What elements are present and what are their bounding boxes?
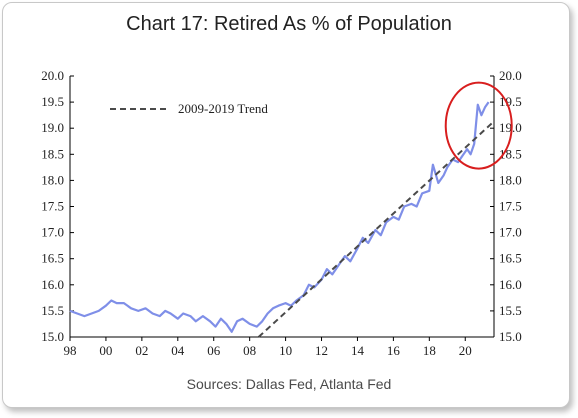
y-tick-label-left: 16.5 [41, 251, 64, 266]
series-line-retired-share [69, 101, 490, 333]
y-tick-label-left: 19.5 [41, 94, 64, 109]
x-tick-label: 14 [351, 343, 365, 358]
legend: 2009-2019 Trend [110, 101, 268, 116]
y-tick-label-right: 19.0 [499, 120, 522, 135]
y-tick-label-left: 19.0 [41, 120, 64, 135]
x-tick-label: 98 [64, 343, 77, 358]
y-tick-label-right: 20.0 [499, 68, 522, 83]
axes: 15.0 15.0 15.5 15.5 16.0 16.0 16.5 16.5 17.0 17.0… [41, 68, 522, 358]
x-tick-label: 00 [99, 343, 112, 358]
y-tick-label-left: 17.5 [41, 199, 64, 214]
y-tick-label-right: 16.5 [499, 251, 522, 266]
x-tick-label: 20 [459, 343, 472, 358]
y-tick-label-right: 18.5 [499, 146, 522, 161]
x-tick-label: 18 [423, 343, 436, 358]
y-tick-label-right: 15.5 [499, 303, 522, 318]
x-tick-label: 06 [207, 343, 221, 358]
y-tick-label-left: 18.5 [41, 146, 64, 161]
y-tick-label-right: 17.5 [499, 199, 522, 214]
x-tick-label: 16 [387, 343, 401, 358]
y-tick-label-left: 18.0 [41, 172, 64, 187]
x-tick-label: 02 [135, 343, 148, 358]
chart-title: Chart 17: Retired As % of Population [126, 13, 452, 35]
x-tick-label: 08 [243, 343, 256, 358]
y-tick-label-right: 17.0 [499, 225, 522, 240]
annotation-layer [444, 81, 513, 170]
x-tick-label: 10 [279, 343, 292, 358]
y-tick-label-left: 20.0 [41, 68, 64, 83]
x-tick-label: 12 [315, 343, 328, 358]
legend-label-trend: 2009-2019 Trend [178, 101, 268, 116]
highlight-circle [444, 81, 513, 170]
y-tick-label-right: 16.0 [499, 277, 522, 292]
series-layer [69, 101, 493, 338]
x-tick-label: 04 [171, 343, 185, 358]
y-tick-label-left: 17.0 [41, 225, 64, 240]
y-tick-label-right: 15.0 [499, 329, 522, 344]
series-line-2009-2019-trend [257, 122, 493, 338]
y-tick-label-left: 15.0 [41, 329, 64, 344]
y-tick-label-left: 16.0 [41, 277, 64, 292]
y-tick-label-right: 18.0 [499, 172, 522, 187]
chart-source: Sources: Dallas Fed, Atlanta Fed [186, 376, 392, 392]
y-tick-label-left: 15.5 [41, 303, 64, 318]
